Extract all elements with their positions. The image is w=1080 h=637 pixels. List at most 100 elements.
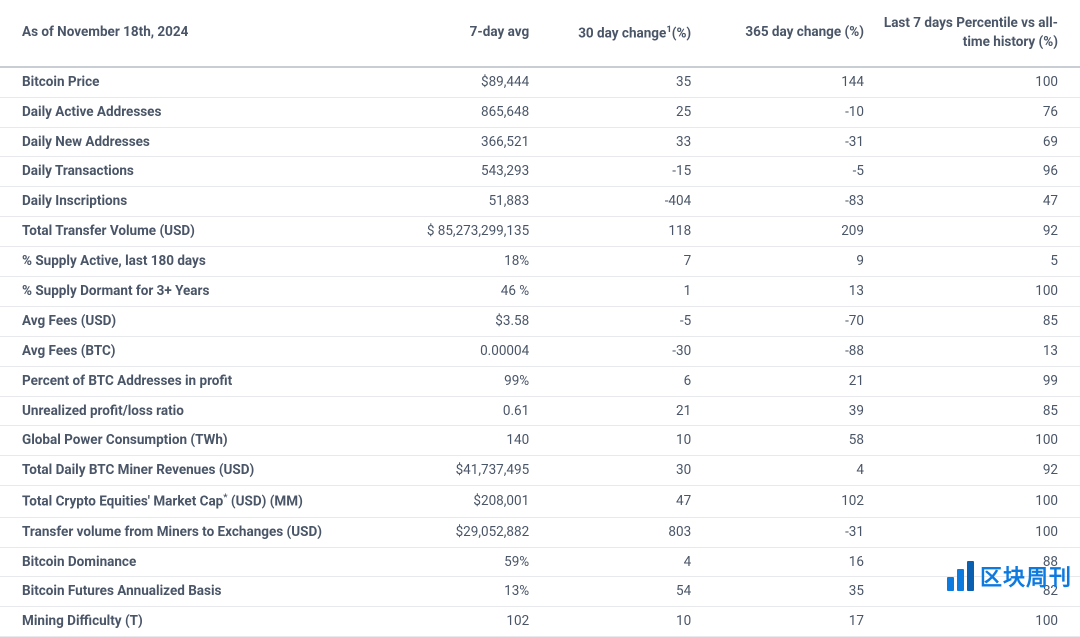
metric-cell: Percent of BTC Addresses in profit xyxy=(0,366,367,396)
d30-cell: 33 xyxy=(529,127,691,157)
col-header-date: As of November 18th, 2024 xyxy=(0,0,367,67)
d30-cell: -404 xyxy=(529,187,691,217)
table-row: Transfer volume from Miners to Exchanges… xyxy=(0,517,1080,547)
table-row: Daily Transactions543,293-15-596 xyxy=(0,157,1080,187)
table-row: Total Transfer Volume (USD)$ 85,273,299,… xyxy=(0,217,1080,247)
d365-cell: 9 xyxy=(691,247,864,277)
metric-cell: Bitcoin Price xyxy=(0,67,367,97)
pct-cell: 5 xyxy=(864,247,1080,277)
pct-cell: 85 xyxy=(864,306,1080,336)
d365-cell: 58 xyxy=(691,426,864,456)
pct-cell: 96 xyxy=(864,157,1080,187)
avg-cell: 51,883 xyxy=(367,187,529,217)
metric-cell: Daily New Addresses xyxy=(0,127,367,157)
d365-cell: -70 xyxy=(691,306,864,336)
metric-cell: Daily Active Addresses xyxy=(0,97,367,127)
table-row: Bitcoin Price$89,44435144100 xyxy=(0,67,1080,97)
metric-cell: % Supply Active, last 180 days xyxy=(0,247,367,277)
table-row: Unrealized profit/loss ratio0.61213985 xyxy=(0,396,1080,426)
avg-cell: 865,648 xyxy=(367,97,529,127)
pct-cell: 99 xyxy=(864,366,1080,396)
table-row: Percent of BTC Addresses in profit99%621… xyxy=(0,366,1080,396)
d30-cell: 6 xyxy=(529,366,691,396)
avg-cell: 102 xyxy=(367,607,529,637)
d30-cell: 118 xyxy=(529,217,691,247)
d30-cell: 1 xyxy=(529,277,691,307)
table-row: Daily New Addresses366,52133-3169 xyxy=(0,127,1080,157)
table-row: Avg Fees (BTC)0.00004-30-8813 xyxy=(0,336,1080,366)
d365-cell: 16 xyxy=(691,547,864,577)
d365-cell: 209 xyxy=(691,217,864,247)
avg-cell: $29,052,882 xyxy=(367,517,529,547)
table-row: Bitcoin Dominance59%41688 xyxy=(0,547,1080,577)
metric-cell: Global Power Consumption (TWh) xyxy=(0,426,367,456)
avg-cell: 46 % xyxy=(367,277,529,307)
metric-cell: Unrealized profit/loss ratio xyxy=(0,396,367,426)
table-header: As of November 18th, 2024 7-day avg 30 d… xyxy=(0,0,1080,67)
avg-cell: 99% xyxy=(367,366,529,396)
pct-cell: 100 xyxy=(864,67,1080,97)
avg-cell: $41,737,495 xyxy=(367,456,529,486)
d365-cell: -88 xyxy=(691,336,864,366)
d365-cell: 102 xyxy=(691,486,864,517)
d365-cell: 39 xyxy=(691,396,864,426)
metric-cell: Bitcoin Dominance xyxy=(0,547,367,577)
avg-cell: 140 xyxy=(367,426,529,456)
pct-cell: 88 xyxy=(864,547,1080,577)
pct-cell: 100 xyxy=(864,426,1080,456)
d30-cell: 54 xyxy=(529,577,691,607)
pct-cell: 13 xyxy=(864,336,1080,366)
metric-cell: Avg Fees (USD) xyxy=(0,306,367,336)
d30-cell: 4 xyxy=(529,547,691,577)
d365-cell: 35 xyxy=(691,577,864,607)
table-row: % Supply Dormant for 3+ Years46 %113100 xyxy=(0,277,1080,307)
pct-cell: 100 xyxy=(864,277,1080,307)
table-row: Bitcoin Futures Annualized Basis13%54358… xyxy=(0,577,1080,607)
col-header-percentile: Last 7 days Percentile vs all-time histo… xyxy=(864,0,1080,67)
pct-cell: 100 xyxy=(864,607,1080,637)
pct-cell: 82 xyxy=(864,577,1080,607)
metric-cell: Daily Transactions xyxy=(0,157,367,187)
avg-cell: $89,444 xyxy=(367,67,529,97)
metric-cell: Total Daily BTC Miner Revenues (USD) xyxy=(0,456,367,486)
pct-cell: 85 xyxy=(864,396,1080,426)
metric-cell: Total Crypto Equities' Market Cap* (USD)… xyxy=(0,486,367,517)
d30-cell: -15 xyxy=(529,157,691,187)
table-row: % Supply Active, last 180 days18%795 xyxy=(0,247,1080,277)
d365-cell: -31 xyxy=(691,517,864,547)
avg-cell: 18% xyxy=(367,247,529,277)
pct-cell: 92 xyxy=(864,456,1080,486)
d30-cell: 35 xyxy=(529,67,691,97)
avg-cell: $3.58 xyxy=(367,306,529,336)
metric-cell: Mining Difficulty (T) xyxy=(0,607,367,637)
metric-cell: Bitcoin Futures Annualized Basis xyxy=(0,577,367,607)
pct-cell: 69 xyxy=(864,127,1080,157)
d365-cell: 21 xyxy=(691,366,864,396)
pct-cell: 100 xyxy=(864,486,1080,517)
table-row: Global Power Consumption (TWh)1401058100 xyxy=(0,426,1080,456)
col-header-7day: 7-day avg xyxy=(367,0,529,67)
col-header-30day: 30 day change1(%) xyxy=(529,0,691,67)
d365-cell: 17 xyxy=(691,607,864,637)
avg-cell: 0.61 xyxy=(367,396,529,426)
d30-cell: -30 xyxy=(529,336,691,366)
d30-cell: 803 xyxy=(529,517,691,547)
d30-cell: 10 xyxy=(529,607,691,637)
avg-cell: 543,293 xyxy=(367,157,529,187)
metric-cell: Avg Fees (BTC) xyxy=(0,336,367,366)
avg-cell: 366,521 xyxy=(367,127,529,157)
d30-cell: 10 xyxy=(529,426,691,456)
d365-cell: -31 xyxy=(691,127,864,157)
d30-cell: 25 xyxy=(529,97,691,127)
pct-cell: 100 xyxy=(864,517,1080,547)
d365-cell: -83 xyxy=(691,187,864,217)
metric-cell: Daily Inscriptions xyxy=(0,187,367,217)
pct-cell: 47 xyxy=(864,187,1080,217)
table-body: Bitcoin Price$89,44435144100Daily Active… xyxy=(0,67,1080,637)
d365-cell: 13 xyxy=(691,277,864,307)
avg-cell: 59% xyxy=(367,547,529,577)
d30-cell: 47 xyxy=(529,486,691,517)
col-header-365day: 365 day change (%) xyxy=(691,0,864,67)
avg-cell: 13% xyxy=(367,577,529,607)
pct-cell: 92 xyxy=(864,217,1080,247)
